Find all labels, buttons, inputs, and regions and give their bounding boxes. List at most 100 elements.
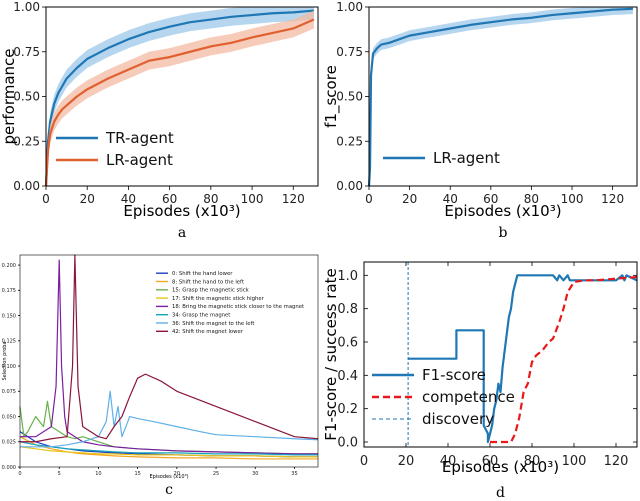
legend-label: LR-agent [106,151,173,169]
y-tick-label: 0.50 [13,90,40,104]
y-tick-label: 0.0 [337,436,358,451]
x-tick-label: 20 [80,192,95,206]
x-tick-label: 120 [601,192,624,206]
legend-label: 34: Grasp the magnet [172,313,230,319]
y-tick-label: 0.2 [337,402,358,417]
series-line-0 [44,9,314,187]
legend-label: 18: Bring the magnetic stick closer to t… [172,304,304,310]
x-tick-label: 20 [398,454,415,469]
x-tick-label: 0 [360,454,368,469]
legend-label: 0: Shift the hand lower [172,271,233,277]
series-band-1 [46,10,314,186]
panel-caption: c [165,482,173,498]
y-tick-label: 0.075 [2,389,16,395]
legend: F1-score competence discovery [372,366,515,428]
x-tick-label: 60 [162,192,177,206]
x-tick-label: 60 [483,192,498,206]
legend-label: discovery [422,410,494,428]
legend-label: 36: Shift the magnet to the left [172,321,254,327]
y-tick-label: 0.8 [337,302,358,317]
x-tick-label: 10 [95,471,101,477]
y-tick-label: 0.25 [13,134,40,148]
x-tick-label: 0 [42,192,50,206]
panel-caption: b [499,225,508,241]
y-tick-label: 0.00 [336,179,363,193]
y-tick-label: 0.025 [2,440,16,446]
legend-label: 15: Grasp the magnetic stick [172,288,250,294]
x-tick-label: 5 [58,471,61,477]
y-tick-label: 0.4 [337,369,358,384]
x-tick-label: 120 [282,192,305,206]
x-tick-label: 80 [524,192,539,206]
y-tick-label: 0.150 [2,313,16,319]
series-line-4 [20,259,318,455]
x-tick-label: 30 [252,471,258,477]
legend-label: F1-score [422,366,486,384]
y-tick-label: 0.100 [2,364,16,370]
y-tick-label: 0.200 [2,263,16,269]
legend: LR-agent [383,149,500,167]
x-tick-label: 0 [18,471,21,477]
x-tick-label: 20 [174,471,180,477]
y-tick-label: 0.6 [337,336,358,351]
y-axis-label: Selection proba [2,341,8,380]
legend-label: TR-agent [105,129,174,147]
x-tick-label: 0 [365,192,373,206]
series-line-3 [19,446,318,458]
x-tick-label: 100 [561,192,584,206]
legend-label: LR-agent [433,149,500,167]
x-tick-label: 35 [291,471,297,477]
legend-label: 42: Shift the magnet lower [172,329,244,335]
y-tick-label: 1.00 [336,0,363,14]
x-tick-label: 80 [203,192,218,206]
panel-caption: a [178,225,186,241]
legend-label: competence [422,388,515,406]
series-line-7 [20,254,319,443]
x-tick-label: 25 [213,471,219,477]
y-tick-label: 0.125 [2,339,16,345]
x-tick-label: 40 [443,192,458,206]
y-tick-label: 0.50 [336,90,363,104]
series-line-1 [44,18,315,187]
y-axis-label: f1_score [322,65,341,128]
x-axis-label: Episodes (x10³) [442,458,559,476]
y-tick-label: 0.75 [13,45,40,59]
panel-d: 0 20 40 60 80 100 120 0.0 0.2 0.4 0.6 0.8 1.0 Episode… [322,261,638,501]
x-tick-label: 100 [241,192,264,206]
y-tick-label: 1.0 [337,269,358,284]
y-axis-label: F1-score / success rate [322,268,340,440]
x-axis-label: Episodes (x10³) [123,202,240,220]
y-tick-label: 0.175 [2,288,16,294]
x-tick-label: 15 [134,471,140,477]
y-tick-label: 0.00 [13,179,40,193]
x-tick-label: 100 [562,454,587,469]
series-line-1 [490,275,638,444]
x-axis-label: Episodes (x10³) [444,202,561,220]
x-tick-label: 120 [604,454,629,469]
series-line-0 [367,7,633,187]
series-line-6 [20,390,319,448]
panel-caption: d [496,485,505,501]
axes-frame [19,254,319,468]
axes-frame [363,261,638,448]
panel-a: 0 20 40 60 80 100 120 0.00 0.25 0.50 0.75 1.00 Episo… [0,0,319,241]
y-tick-label: 0.75 [336,45,363,59]
y-tick-label: 1.00 [13,0,40,14]
x-tick-label: 80 [524,454,541,469]
series-band-0 [46,7,314,186]
legend: 0: Shift the hand lower 8: Shift the hand… [156,271,304,335]
x-tick-label: 40 [440,454,457,469]
legend-label: 17: Shift the magnetic stick higher [172,296,265,302]
x-tick-label: 40 [121,192,136,206]
y-axis-label: performance [0,48,18,144]
panel-c: 0 5 10 15 20 25 30 35 0.000 0.025 0.050 0.075 0.100 0… [2,254,319,498]
series-line-1 [19,436,318,460]
y-tick-label: 0.000 [2,465,16,471]
x-tick-label: 20 [402,192,417,206]
legend: TR-agent LR-agent [56,129,174,169]
panel-b: 0 20 40 60 80 100 120 0.00 0.25 0.50 0.75 1.00 Episo… [322,0,638,241]
legend-label: 8: Shift the hand to the left [172,279,244,285]
y-tick-label: 0.050 [2,414,16,420]
y-tick-label: 0.25 [336,134,363,148]
